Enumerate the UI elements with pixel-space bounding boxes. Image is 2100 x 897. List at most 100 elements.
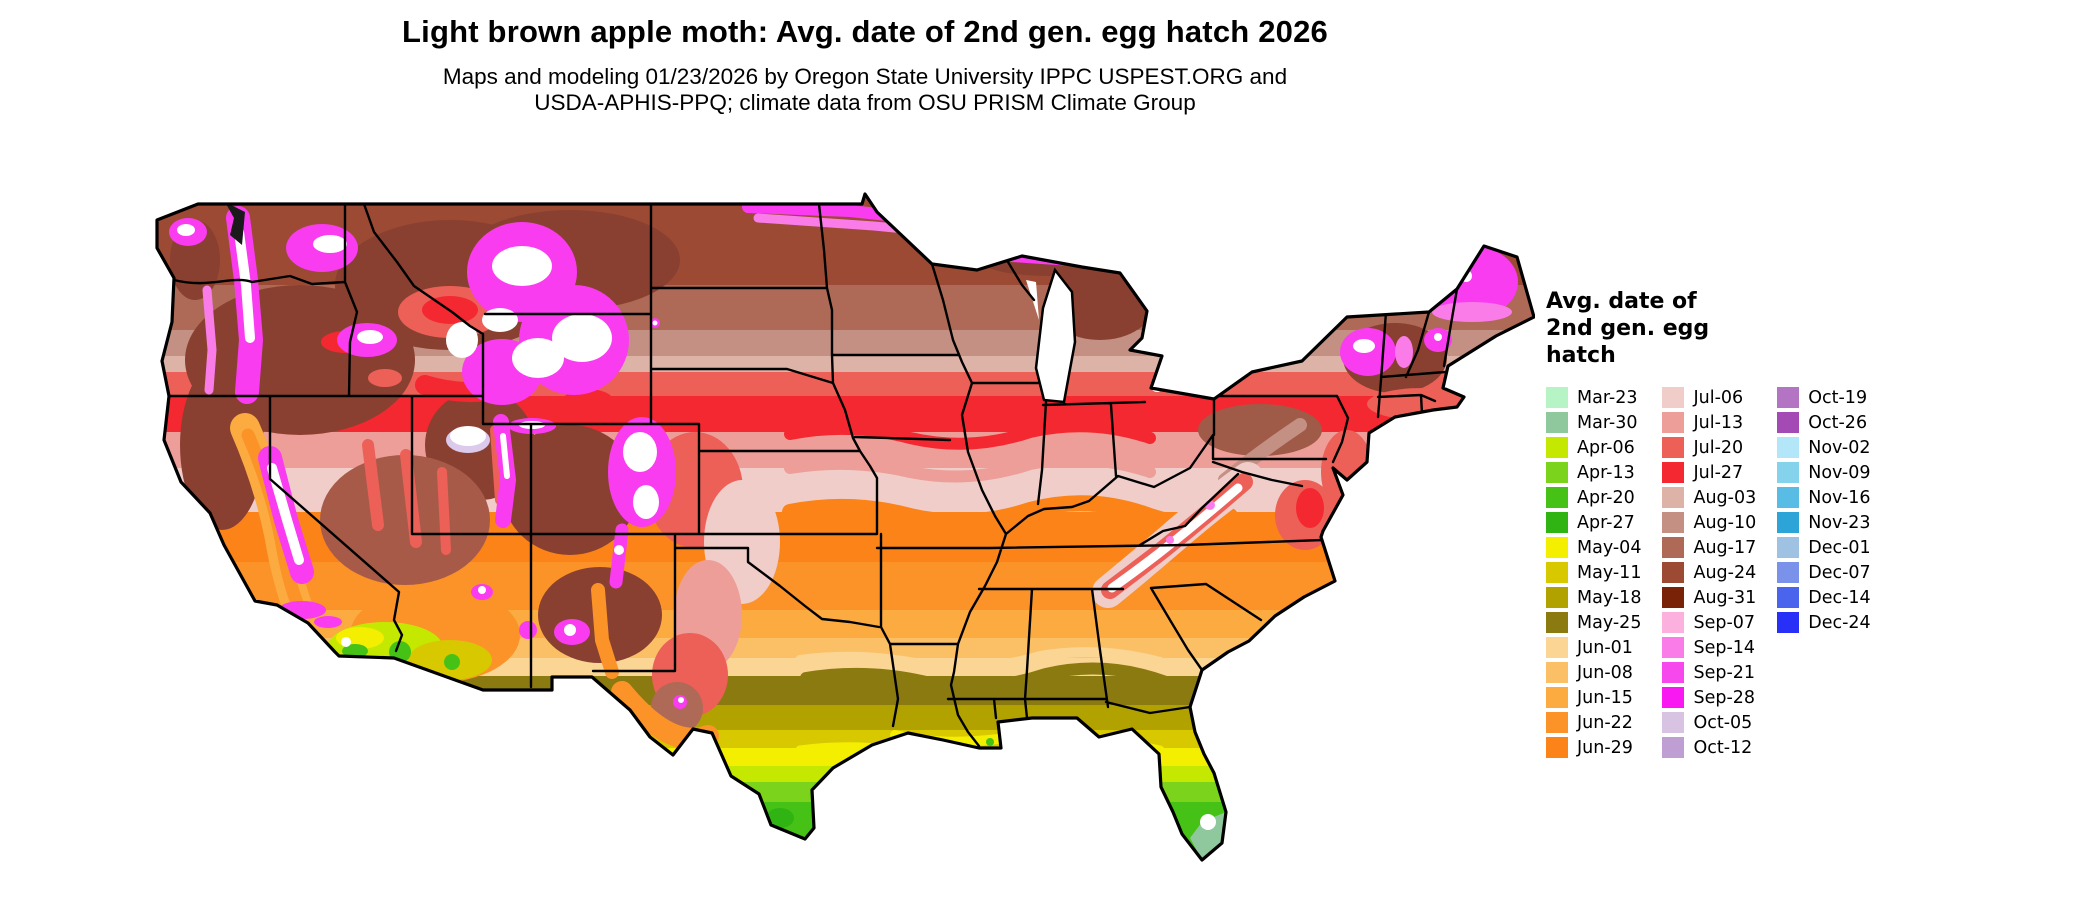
legend-label: Oct-12 (1693, 737, 1753, 758)
legend-label: Aug-24 (1693, 562, 1757, 583)
legend-label: Jun-22 (1577, 712, 1633, 733)
legend-swatch (1546, 412, 1568, 433)
legend-swatch (1662, 562, 1685, 583)
legend-swatch (1546, 662, 1568, 683)
legend-row: Dec-14 (1777, 585, 1871, 610)
legend-swatch (1546, 462, 1568, 483)
legend-swatch (1662, 687, 1685, 708)
legend-label: Sep-28 (1693, 687, 1756, 708)
legend-label: Apr-27 (1577, 512, 1635, 533)
legend-swatch (1777, 387, 1800, 408)
legend-row: Nov-09 (1777, 460, 1871, 485)
legend-swatch (1662, 462, 1685, 483)
legend-row: Jun-15 (1546, 685, 1641, 710)
legend-label: Nov-23 (1808, 512, 1871, 533)
lake-michigan (1034, 267, 1077, 404)
legend-row: Sep-28 (1662, 685, 1756, 710)
legend-label: Jun-15 (1577, 687, 1633, 708)
legend-title: Avg. date of 2nd gen. egg hatch (1546, 288, 2086, 369)
legend-row: Sep-07 (1662, 610, 1756, 635)
map-header: Light brown apple moth: Avg. date of 2nd… (0, 14, 1730, 116)
legend-row: Mar-23 (1546, 385, 1641, 410)
legend-row: Sep-21 (1662, 660, 1756, 685)
legend-swatch (1662, 712, 1685, 733)
legend-swatch (1546, 737, 1568, 758)
legend-column-1: Mar-23 Mar-30 Apr-06 Apr-13 Apr-20 Apr-27 May-… (1546, 385, 1641, 760)
legend-label: May-04 (1577, 537, 1642, 558)
legend-row: Jul-27 (1662, 460, 1756, 485)
legend-label: Dec-01 (1808, 537, 1871, 558)
legend-row: Dec-01 (1777, 535, 1871, 560)
legend-label: Aug-03 (1693, 487, 1757, 508)
legend-columns: Mar-23 Mar-30 Apr-06 Apr-13 Apr-20 Apr-27 May-… (1546, 385, 2086, 760)
legend-swatch (1662, 437, 1685, 458)
us-outline (155, 192, 1536, 862)
legend-swatch (1546, 637, 1568, 658)
legend-swatch (1662, 487, 1685, 508)
legend-label: Jul-20 (1693, 437, 1744, 458)
legend-label: Jun-08 (1577, 662, 1633, 683)
legend-label: May-18 (1577, 587, 1642, 608)
legend-label: Jun-29 (1577, 737, 1633, 758)
legend-row: Jul-06 (1662, 385, 1756, 410)
legend-row: May-11 (1546, 560, 1641, 585)
subtitle-line-1: Maps and modeling 01/23/2026 by Oregon S… (442, 64, 1288, 89)
legend-label: Dec-24 (1808, 612, 1871, 633)
legend-row: Mar-30 (1546, 410, 1641, 435)
legend-label: Nov-02 (1808, 437, 1871, 458)
legend-swatch (1777, 612, 1800, 633)
legend-row: Dec-24 (1777, 610, 1871, 635)
legend-row: May-18 (1546, 585, 1641, 610)
legend-label: May-25 (1577, 612, 1642, 633)
legend-swatch (1546, 562, 1568, 583)
legend-row: Jun-08 (1546, 660, 1641, 685)
legend-swatch (1777, 412, 1800, 433)
legend-title-line-3: hatch (1546, 343, 1616, 368)
legend-row: Jul-13 (1662, 410, 1756, 435)
legend-label: Mar-23 (1577, 387, 1638, 408)
legend-swatch (1777, 462, 1800, 483)
legend-swatch (1662, 387, 1685, 408)
legend-row: Aug-24 (1662, 560, 1756, 585)
legend-label: Jun-01 (1577, 637, 1633, 658)
legend-column-2: Jul-06 Jul-13 Jul-20 Jul-27 Aug-03 Aug-10 Aug-… (1662, 385, 1756, 760)
legend-column-3: Oct-19 Oct-26 Nov-02 Nov-09 Nov-16 Nov-23 Dec-… (1777, 385, 1871, 635)
page-subtitle: Maps and modeling 01/23/2026 by Oregon S… (0, 64, 1730, 116)
legend-label: Dec-07 (1808, 562, 1871, 583)
legend-label: Jul-06 (1693, 387, 1744, 408)
legend-label: Aug-17 (1693, 537, 1757, 558)
us-map-svg (155, 192, 1536, 862)
legend-label: Aug-31 (1693, 587, 1757, 608)
legend-label: Oct-05 (1693, 712, 1753, 733)
legend-label: Oct-26 (1808, 412, 1868, 433)
legend-label: Nov-16 (1808, 487, 1871, 508)
legend-label: Dec-14 (1808, 587, 1871, 608)
legend-row: Oct-12 (1662, 735, 1756, 760)
legend-row: Aug-17 (1662, 535, 1756, 560)
legend-swatch (1777, 562, 1800, 583)
legend-row: Oct-19 (1777, 385, 1870, 410)
legend-row: Apr-20 (1546, 485, 1641, 510)
state-borders (167, 202, 1459, 748)
legend-label: Sep-21 (1693, 662, 1756, 683)
legend-row: Apr-06 (1546, 435, 1641, 460)
legend-row: Jun-22 (1546, 710, 1641, 735)
legend-swatch (1546, 587, 1568, 608)
legend-label: Sep-07 (1693, 612, 1756, 633)
legend-label: Aug-10 (1693, 512, 1757, 533)
legend-label: Jul-27 (1693, 462, 1744, 483)
subtitle-line-2: USDA-APHIS-PPQ; climate data from OSU PR… (534, 90, 1196, 115)
legend-label: Mar-30 (1577, 412, 1638, 433)
legend-swatch (1546, 437, 1568, 458)
map-raster-layers (157, 194, 1534, 860)
legend-swatch (1662, 587, 1685, 608)
legend-row: Jun-29 (1546, 735, 1641, 760)
legend-row: May-25 (1546, 610, 1641, 635)
us-choropleth-map (150, 190, 1536, 892)
legend-swatch (1662, 662, 1685, 683)
legend-swatch (1546, 387, 1568, 408)
legend-swatch (1662, 737, 1685, 758)
legend-row: Nov-23 (1777, 510, 1871, 535)
legend-row: Nov-02 (1777, 435, 1871, 460)
